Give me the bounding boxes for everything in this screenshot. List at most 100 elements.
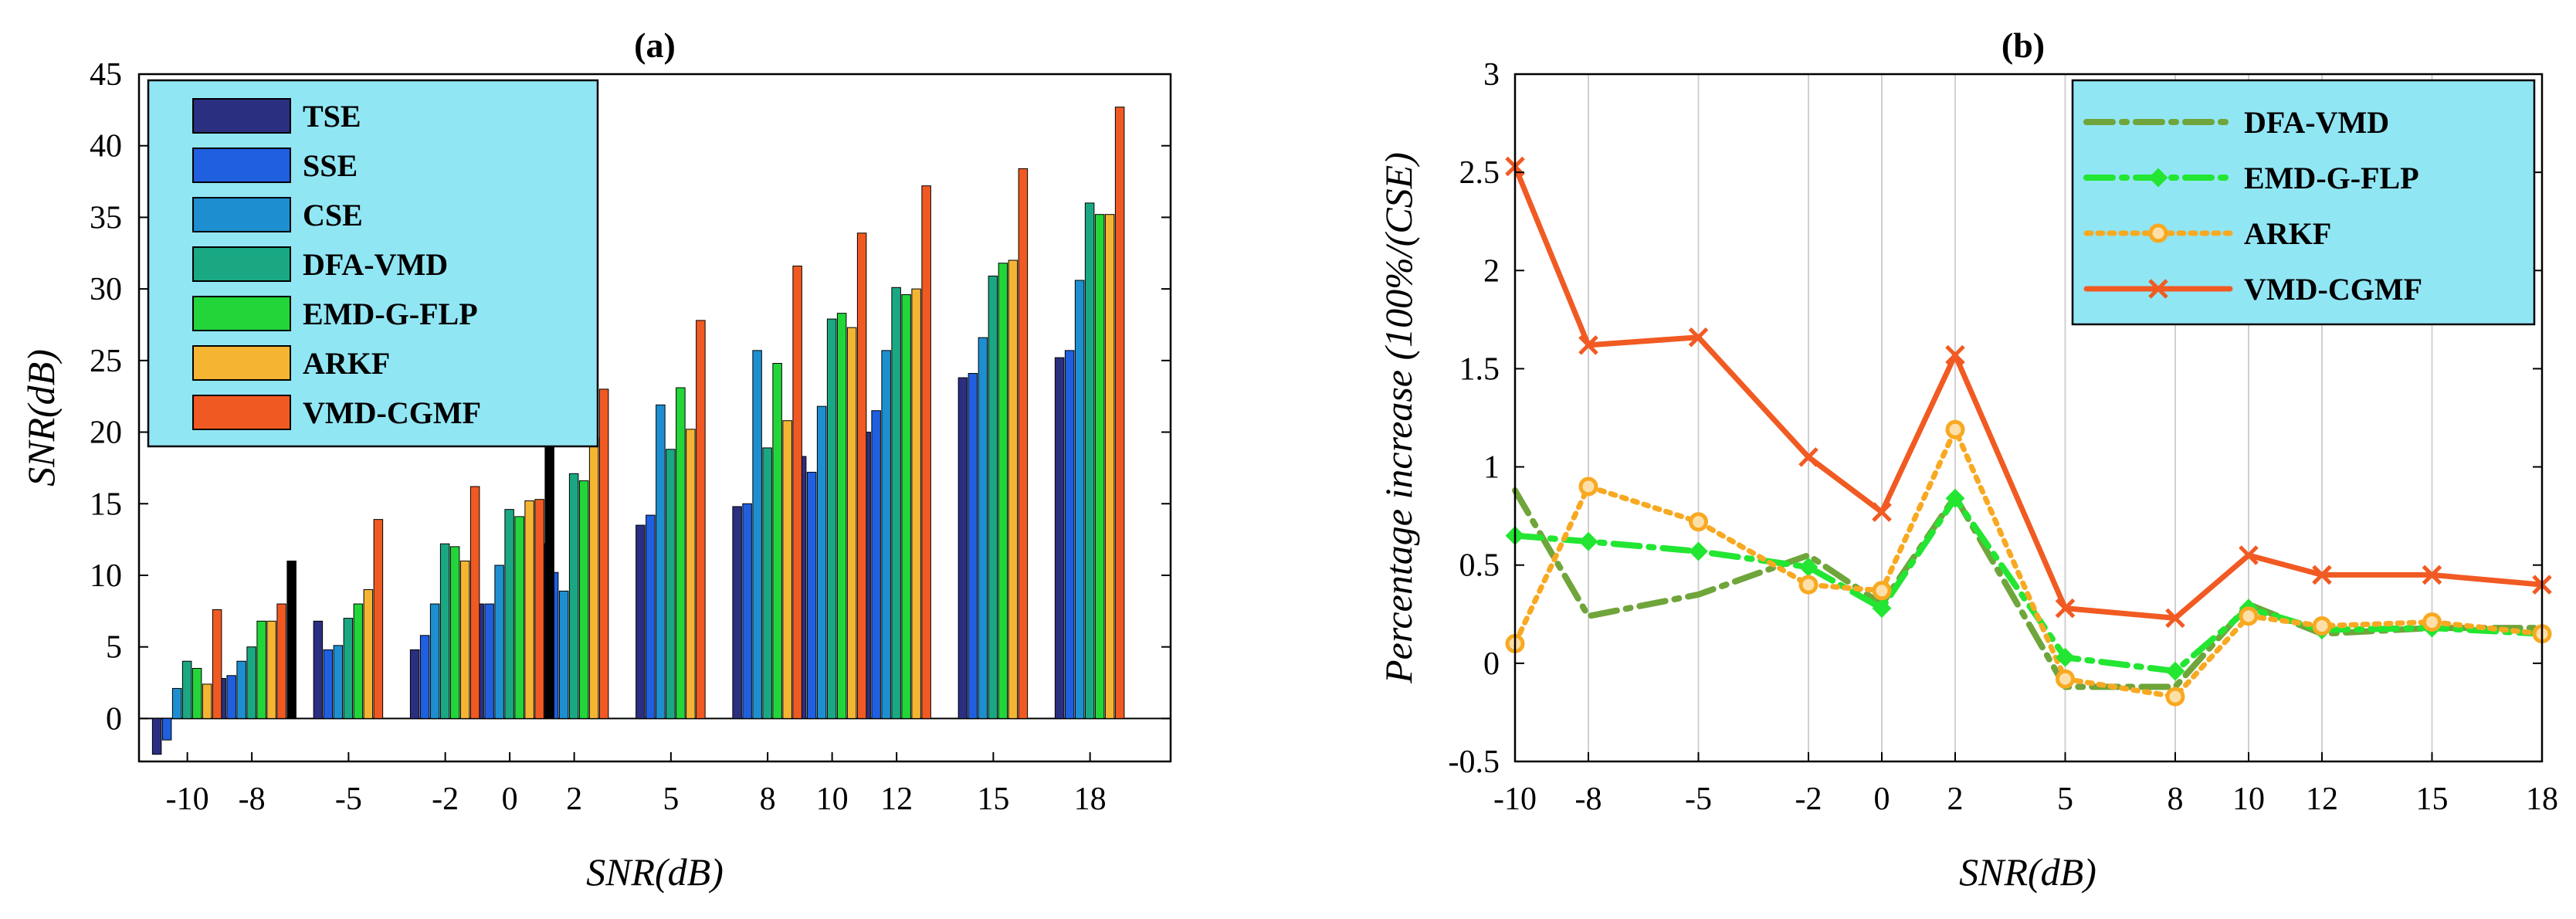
bar — [696, 320, 706, 719]
y-tick-label: 10 — [90, 558, 122, 594]
legend-label: EMD-G-FLP — [303, 297, 478, 331]
data-point — [2055, 598, 2076, 619]
legend-item-emd-g-flp: EMD-G-FLP — [2083, 161, 2419, 195]
legend-marker — [2148, 279, 2168, 299]
legend-item-arkf: ARKF — [192, 345, 390, 381]
bar — [212, 609, 222, 719]
y-tick-label: 15 — [90, 487, 122, 522]
data-point — [1689, 512, 1708, 532]
legend-swatch — [192, 98, 291, 134]
legend-label: EMD-G-FLP — [2244, 161, 2419, 195]
bar — [881, 350, 891, 719]
legend-swatch — [192, 197, 291, 232]
data-point — [2312, 565, 2332, 585]
y-tick-label: 30 — [90, 272, 122, 307]
bar — [568, 473, 579, 719]
bar — [901, 294, 911, 719]
marker-stroke — [1578, 335, 1598, 355]
bar — [1114, 107, 1125, 719]
x-tick-label: 2 — [566, 782, 582, 817]
data-point — [1578, 335, 1598, 355]
legend-swatch — [192, 395, 291, 430]
panel-a-legend: TSE SSE CSE DFA-VMD EMD-G-FLP ARKF VMD-CGMF — [147, 79, 599, 448]
bar — [494, 565, 504, 719]
series-emd-g-flp-line — [1512, 495, 2545, 675]
x-tick-label: 0 — [502, 782, 518, 817]
bar — [459, 560, 470, 719]
legend-label: ARKF — [2244, 216, 2331, 251]
legend-label: DFA-VMD — [2244, 105, 2389, 140]
legend-item-tse: TSE — [192, 98, 361, 134]
bar — [409, 649, 420, 719]
x-tick-label: 18 — [1074, 782, 1107, 817]
bar — [286, 560, 297, 719]
data-point — [2056, 647, 2075, 667]
x-tick-label: -10 — [166, 782, 209, 817]
legend-label: SSE — [303, 148, 358, 183]
bar — [826, 318, 837, 719]
legend-item-dfa-vmd: DFA-VMD — [192, 246, 448, 282]
data-point — [1689, 541, 1708, 561]
legend-marker — [2148, 168, 2168, 188]
bar — [161, 717, 172, 741]
panel-b-y-axis-label: Percentage increase (100%/(CSE) — [1377, 152, 1420, 684]
legend-marker — [2148, 223, 2168, 243]
bar — [323, 649, 334, 719]
bar — [816, 405, 827, 719]
data-point — [2239, 545, 2259, 565]
bar — [921, 185, 931, 719]
panel-a-x-ticks: -10 -8 -5 -2 0 2 5 8 10 12 15 18 — [166, 752, 1107, 817]
bar — [524, 500, 534, 719]
bar — [514, 516, 524, 719]
bar — [236, 660, 246, 719]
y-tick-label: 3 — [1483, 57, 1500, 93]
legend-item-vmd-cgmf: VMD-CGMF — [2083, 272, 2422, 307]
data-point — [2312, 616, 2332, 636]
x-tick-label: -10 — [1493, 782, 1537, 817]
marker-stroke — [2312, 565, 2332, 585]
panel-b-legend: DFA-VMD EMD-G-FLP ARKF VMD-CGMF — [2071, 79, 2536, 326]
data-point — [2422, 565, 2442, 585]
series-vmd-cgmf-bars — [212, 107, 1125, 719]
bar — [429, 603, 440, 719]
y-tick-label: 0.5 — [1459, 548, 1500, 584]
y-tick-label: 45 — [90, 57, 122, 93]
bar — [578, 480, 589, 719]
y-tick-label: 1.5 — [1459, 351, 1500, 387]
data-point — [1688, 327, 1709, 348]
data-point — [1945, 344, 1965, 365]
bar — [544, 434, 554, 719]
bar — [806, 471, 817, 719]
bar — [752, 350, 762, 719]
x-tick-label: 2 — [1947, 782, 1964, 817]
series-dfa-vmd-line — [1512, 487, 2545, 690]
data-point — [2165, 608, 2185, 629]
bar — [1008, 259, 1019, 719]
data-point — [2165, 661, 2185, 681]
bar — [1018, 168, 1029, 719]
bar — [782, 420, 792, 719]
bar — [256, 620, 266, 719]
bar — [636, 524, 646, 719]
y-tick-label: 0 — [106, 701, 122, 737]
bar — [333, 645, 344, 719]
bar — [676, 387, 686, 719]
bar — [276, 603, 286, 719]
data-point — [1578, 476, 1598, 497]
x-tick-label: 8 — [2168, 782, 2184, 817]
panel-a-x-axis-label: SNR(dB) — [586, 850, 724, 894]
panel-b-axes-box — [1513, 73, 2544, 763]
y-tick-label: 25 — [90, 344, 122, 379]
legend-swatch — [192, 296, 291, 331]
bar — [588, 437, 599, 719]
bar — [313, 620, 324, 719]
bar — [266, 620, 276, 719]
x-tick-label: -5 — [1685, 782, 1712, 817]
bar — [504, 509, 514, 719]
legend-item-vmd-cgmf: VMD-CGMF — [192, 395, 481, 430]
bar — [836, 313, 847, 719]
legend-label: CSE — [303, 198, 363, 232]
legend-item-dfa-vmd: DFA-VMD — [2083, 105, 2389, 140]
x-tick-label: 15 — [2416, 782, 2449, 817]
